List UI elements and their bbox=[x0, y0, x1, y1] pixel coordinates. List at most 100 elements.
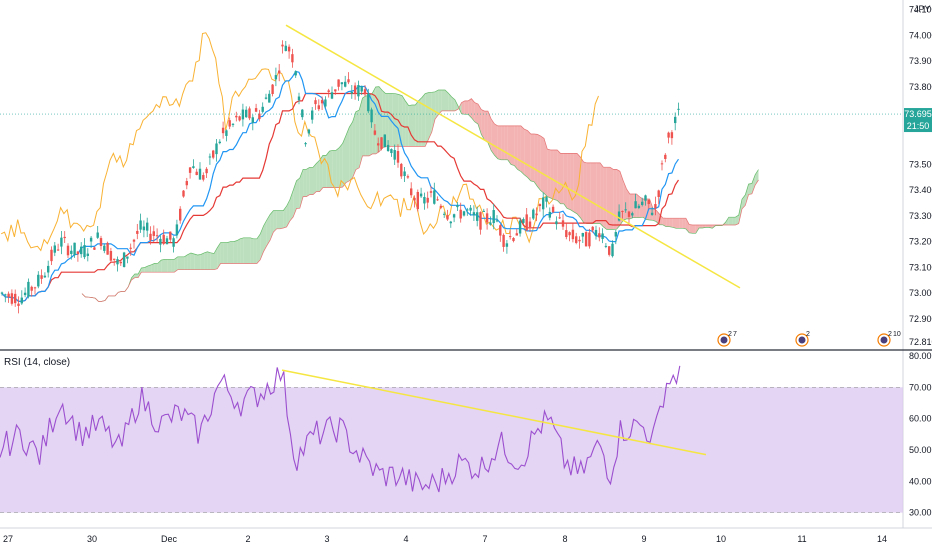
candle-body bbox=[551, 206, 555, 213]
cloud-segment bbox=[138, 268, 142, 278]
rsi-tick-label: 50.00 bbox=[909, 445, 932, 455]
candle-body bbox=[132, 239, 136, 242]
candle-body bbox=[495, 220, 499, 222]
candle-body bbox=[268, 93, 271, 103]
cloud-segment bbox=[435, 90, 439, 120]
candle-body bbox=[23, 292, 27, 296]
candle-body bbox=[604, 245, 608, 247]
price-tick-label: 73.100 bbox=[909, 262, 932, 272]
cloud-segment bbox=[296, 177, 300, 209]
cloud-segment bbox=[692, 225, 696, 234]
cloud-segment bbox=[336, 147, 340, 188]
candle-body bbox=[284, 45, 287, 51]
candle-body bbox=[155, 235, 159, 237]
event-markers[interactable]: 2 7 2 2 10 bbox=[717, 331, 901, 347]
cloud-segment bbox=[596, 162, 601, 224]
cloud-segment bbox=[187, 252, 191, 270]
cloud-segment bbox=[405, 101, 409, 147]
candle-body bbox=[472, 212, 476, 216]
cloud-segment bbox=[408, 105, 412, 147]
cloud-segment bbox=[392, 93, 396, 147]
cloud-segment bbox=[342, 135, 346, 187]
candle-body bbox=[654, 204, 657, 209]
cloud-segment bbox=[220, 242, 224, 264]
price-tick-label: 74.100 bbox=[909, 5, 932, 15]
candle-body bbox=[215, 143, 218, 155]
cloud-segment bbox=[339, 143, 343, 188]
candle-body bbox=[231, 123, 235, 125]
candle-body bbox=[502, 234, 505, 247]
cloud-segment bbox=[164, 259, 168, 273]
candle-body bbox=[43, 275, 47, 278]
cloud-segment bbox=[685, 218, 690, 233]
cloud-segment bbox=[151, 263, 155, 273]
cloud-segment bbox=[540, 136, 544, 194]
candle-body bbox=[0, 292, 4, 294]
candle-body bbox=[492, 210, 495, 224]
candle-body bbox=[429, 191, 433, 193]
kijun-sen bbox=[1, 92, 680, 302]
candle-body bbox=[175, 224, 179, 236]
cloud-segment bbox=[553, 149, 558, 201]
candle-body bbox=[433, 190, 436, 204]
rsi-tick-label: 70.00 bbox=[909, 382, 932, 392]
candle-body bbox=[515, 233, 518, 236]
cloud-segment bbox=[134, 273, 139, 278]
candle-body bbox=[505, 243, 509, 247]
candle-body bbox=[30, 286, 33, 291]
cloud-segment bbox=[316, 160, 320, 192]
candle-body bbox=[47, 265, 50, 273]
cloud-segment bbox=[214, 247, 218, 270]
candle-body bbox=[621, 210, 624, 212]
cloud-segment bbox=[362, 95, 366, 156]
cloud-segment bbox=[544, 138, 548, 197]
price-pane[interactable]: 2 7 2 2 10 bbox=[0, 0, 903, 349]
candle-body bbox=[406, 176, 410, 178]
price-tick-label: 73.300 bbox=[909, 211, 932, 221]
cloud-segment bbox=[309, 167, 313, 195]
candle-body bbox=[542, 197, 545, 210]
cloud-segment bbox=[375, 86, 379, 154]
cloud-segment bbox=[494, 123, 498, 159]
candle-body bbox=[10, 293, 14, 304]
event-marker: 2 bbox=[795, 331, 810, 347]
candle-body bbox=[403, 171, 406, 177]
cloud-segment bbox=[728, 217, 733, 226]
candle-body bbox=[499, 225, 502, 236]
candle-body bbox=[93, 247, 96, 250]
cloud-segment bbox=[501, 125, 505, 160]
cloud-segment bbox=[425, 92, 429, 147]
rsi-line bbox=[0, 365, 681, 493]
cloud-segment bbox=[141, 267, 145, 273]
cloud-segment bbox=[293, 180, 297, 217]
cloud-segment bbox=[243, 237, 247, 264]
rsi-tick-labels: 80.00 70.00 60.00 50.00 40.00 30.00 bbox=[909, 351, 932, 518]
cloud-segment bbox=[583, 161, 587, 224]
price-tick-label: 73.400 bbox=[909, 185, 932, 195]
price-tick-label: 72.810 bbox=[909, 337, 932, 347]
rsi-trendline[interactable] bbox=[281, 369, 707, 456]
price-axis[interactable]: JPY 74.10074.00073.90073.80073.70073.500… bbox=[902, 0, 932, 528]
cloud-segment bbox=[415, 100, 419, 147]
price-trendline[interactable] bbox=[285, 24, 741, 289]
candle-body bbox=[353, 85, 357, 94]
candle-body bbox=[446, 215, 449, 220]
event-count: 2 bbox=[728, 331, 732, 338]
rsi-tick-label: 30.00 bbox=[909, 508, 932, 518]
candle-body bbox=[380, 137, 383, 149]
candle-body bbox=[466, 209, 469, 211]
cloud-segment bbox=[484, 111, 488, 143]
event-count: 2 bbox=[888, 331, 892, 338]
cloud-segment bbox=[217, 242, 221, 269]
time-axis[interactable]: 27 30 Dec 2 3 4 7 8 9 10 11 14 bbox=[0, 527, 932, 544]
candle-body bbox=[624, 209, 627, 211]
candle-body bbox=[50, 249, 53, 262]
candle-body bbox=[327, 90, 330, 92]
cloud-segment bbox=[662, 218, 667, 227]
rsi-pane[interactable]: RSI (14, close) 80.00 70.00 60.00 50.00 40.0… bbox=[0, 351, 932, 518]
candle-body bbox=[218, 141, 221, 144]
candle-body bbox=[489, 222, 492, 225]
candles bbox=[0, 40, 680, 314]
candle-body bbox=[139, 220, 142, 230]
candle-body bbox=[192, 166, 195, 168]
